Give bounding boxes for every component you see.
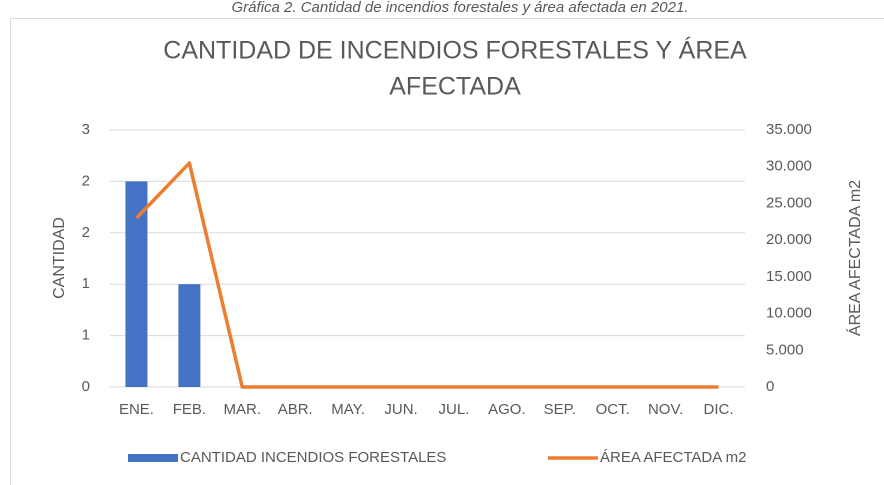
x-tick-label: FEB. (173, 401, 206, 418)
y-tick-label: 2 (82, 224, 90, 241)
y2-tick-label: 20.000 (766, 231, 812, 248)
y-tick-label: 3 (82, 121, 90, 138)
y-tick-label: 1 (82, 327, 90, 344)
legend-label: ÁREA AFECTADA m2 (600, 449, 746, 466)
x-tick-label: SEP. (544, 401, 576, 418)
caption: Gráfica 2. Cantidad de incendios foresta… (232, 0, 689, 16)
y2-tick-label: 30.000 (766, 158, 812, 175)
bar (178, 284, 201, 387)
y2-tick-label: 25.000 (766, 194, 812, 211)
x-tick-label: MAR. (224, 401, 262, 418)
legend-label: CANTIDAD INCENDIOS FORESTALES (180, 449, 446, 466)
chart-title: AFECTADA (389, 73, 521, 101)
y2-tick-label: 10.000 (766, 305, 812, 322)
line (135, 161, 719, 389)
x-tick-label: MAY. (331, 401, 365, 418)
x-tick-label: ENE. (119, 401, 154, 418)
bar (125, 181, 148, 387)
chart-title: CANTIDAD DE INCENDIOS FORESTALES Y ÁREA (163, 36, 747, 65)
y-tick-label: 0 (82, 378, 90, 395)
x-tick-label: JUN. (384, 401, 417, 418)
y2-tick-label: 0 (766, 378, 774, 395)
x-tick-label: AGO. (488, 401, 526, 418)
x-tick-label: OCT. (596, 401, 630, 418)
legend-swatch (128, 454, 178, 462)
x-tick-label: ABR. (278, 401, 313, 418)
y-tick-label: 1 (82, 275, 90, 292)
y-axis-label: CANTIDAD (51, 217, 68, 299)
x-tick-label: JUL. (439, 401, 470, 418)
y2-axis-label: ÁREA AFECTADA m2 (845, 180, 864, 336)
y2-tick-label: 15.000 (766, 268, 812, 285)
x-tick-label: DIC. (704, 401, 734, 418)
chart-border (10, 18, 884, 485)
y-tick-label: 2 (82, 172, 90, 189)
y2-tick-label: 35.000 (766, 121, 812, 138)
x-tick-label: NOV. (648, 401, 683, 418)
y2-tick-label: 5.000 (766, 341, 804, 358)
